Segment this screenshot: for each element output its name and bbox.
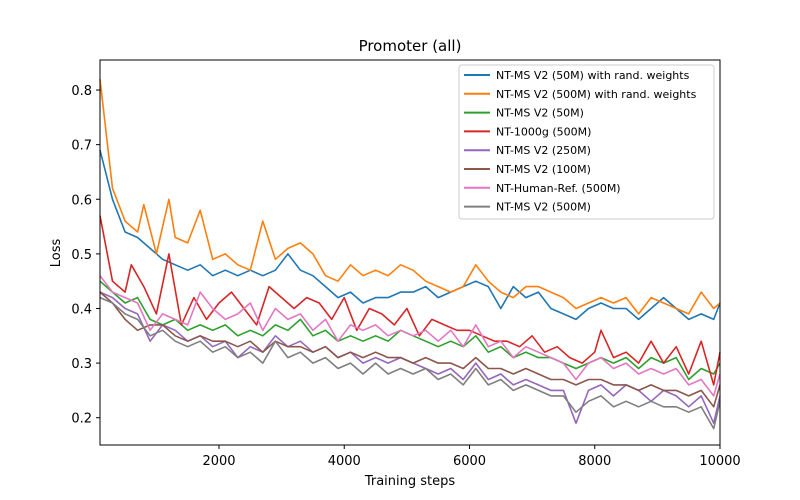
legend: NT-MS V2 (50M) with rand. weights NT-MS V… xyxy=(458,64,715,220)
y-axis: 0.2 0.3 0.4 0.5 0.6 0.7 0.8 xyxy=(71,84,100,427)
y-tick-label: 0.2 xyxy=(71,412,92,427)
legend-entry-5: NT-MS V2 (100M) xyxy=(496,163,591,176)
series-line-7 xyxy=(99,296,721,430)
series-line-1 xyxy=(99,79,721,315)
series-line-5 xyxy=(99,291,721,408)
x-tick-label: 2000 xyxy=(202,454,235,469)
x-tick-label: 8000 xyxy=(578,454,611,469)
series-line-6 xyxy=(99,275,721,397)
legend-entry-0: NT-MS V2 (50M) with rand. weights xyxy=(496,69,690,82)
legend-entry-3: NT-1000g (500M) xyxy=(496,125,591,138)
y-tick-label: 0.8 xyxy=(71,84,92,99)
x-tick-label: 6000 xyxy=(453,454,486,469)
legend-entry-1: NT-MS V2 (500M) with rand. weights xyxy=(496,88,697,101)
x-tick-label: 4000 xyxy=(328,454,361,469)
series-line-3 xyxy=(99,215,721,386)
y-tick-label: 0.6 xyxy=(71,193,92,208)
chart-title: Promoter (all) xyxy=(359,37,462,55)
legend-entry-7: NT-MS V2 (500M) xyxy=(496,201,591,214)
series-line-0 xyxy=(99,149,721,321)
x-axis: 2000 4000 6000 8000 10000 xyxy=(202,445,741,469)
legend-entry-4: NT-MS V2 (250M) xyxy=(496,144,591,157)
x-axis-label: Training steps xyxy=(364,474,456,489)
y-tick-label: 0.3 xyxy=(71,357,92,372)
legend-entry-6: NT-Human-Ref. (500M) xyxy=(496,182,621,195)
x-tick-label: 10000 xyxy=(699,454,740,469)
series-layer xyxy=(99,79,721,430)
legend-box xyxy=(458,64,715,220)
plot-frame xyxy=(99,59,721,446)
y-tick-label: 0.4 xyxy=(71,302,92,317)
y-axis-label: Loss xyxy=(49,239,64,268)
y-tick-label: 0.5 xyxy=(71,248,92,263)
legend-entry-2: NT-MS V2 (50M) xyxy=(496,107,584,120)
y-tick-label: 0.7 xyxy=(71,139,92,154)
